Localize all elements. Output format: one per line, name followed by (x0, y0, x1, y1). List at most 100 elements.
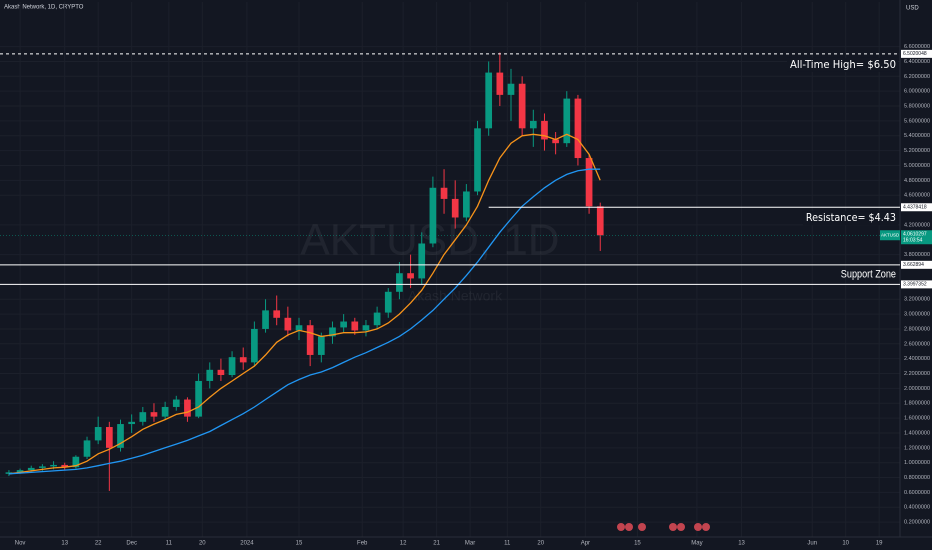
grid (0, 2, 900, 537)
candle-body (529, 120, 537, 129)
y-tick-label: 2.2000000 (904, 371, 930, 377)
y-tick-label: 0.2000000 (904, 520, 930, 526)
x-tick-label: 15 (634, 541, 641, 547)
x-tick-label: 13 (738, 541, 745, 547)
x-tick-label: 11 (504, 541, 511, 547)
price-label: 3.662894 (903, 262, 924, 268)
watermark-sub: Akash Network (408, 288, 503, 304)
candle-body (150, 412, 158, 417)
candle-body (407, 273, 414, 279)
candle-body (340, 321, 347, 328)
price-label-box (901, 49, 932, 58)
candle-body (418, 243, 426, 279)
candle-body (518, 83, 526, 129)
candle-body (83, 440, 91, 457)
moving-average (8, 133, 601, 475)
x-tick-label: Dec (126, 541, 137, 547)
candle-body (541, 120, 548, 140)
candle-body (27, 467, 35, 471)
candle-body (563, 98, 571, 144)
y-tick-label: 1.8000000 (904, 401, 930, 407)
candle-body (507, 83, 515, 95)
candle-body (585, 158, 593, 207)
x-tick-label: 2024 (240, 541, 254, 547)
y-tick-label: 6.2000000 (904, 74, 930, 80)
candle-body (39, 466, 46, 468)
candle-body (16, 470, 24, 473)
y-tick-label: 4.2000000 (904, 222, 930, 228)
y-tick-label: 0.4000000 (904, 505, 930, 511)
candle-body (128, 421, 135, 425)
event-icons (617, 523, 710, 531)
y-tick-label: 4.8000000 (904, 178, 930, 184)
x-tick-label: 13 (61, 541, 68, 547)
candle-body (373, 312, 381, 326)
candle-body (50, 464, 57, 467)
candle-body (206, 369, 214, 381)
y-tick-label: 5.6000000 (904, 118, 930, 124)
y-tick-label: 1.2000000 (904, 445, 930, 451)
y-tick-label: 5.4000000 (904, 133, 930, 139)
candle-body (295, 325, 303, 331)
price-label-box (901, 203, 932, 212)
candle-body (384, 291, 392, 313)
y-tick-label: 2.4000000 (904, 356, 930, 362)
y-tick-label: 4.6000000 (904, 193, 930, 199)
last-price-axis-box (901, 230, 932, 245)
candle-body (317, 336, 325, 355)
x-tick-label: Apr (581, 541, 590, 547)
y-tick-label: 2.6000000 (904, 341, 930, 347)
candle-body (105, 427, 113, 448)
candle-body (351, 321, 359, 331)
x-tick-label: Nov (15, 541, 26, 547)
x-tick-label: 20 (199, 541, 206, 547)
price-label-box (901, 260, 932, 269)
y-tick-label: 3.2000000 (904, 297, 930, 303)
x-tick-label: 10 (842, 541, 849, 547)
price-label: 3.3997352 (903, 282, 927, 288)
x-tick-label: 11 (166, 541, 173, 547)
y-tick-label: 6.4000000 (904, 59, 930, 65)
candle-body (5, 472, 13, 474)
candle-body (552, 139, 559, 144)
y-tick-label: 5.0000000 (904, 163, 930, 169)
candle-body (239, 357, 247, 363)
y-tick-label: 2.8000000 (904, 326, 930, 332)
candle-body (440, 187, 448, 199)
level-bg (787, 57, 898, 72)
x-tick-label: 19 (876, 541, 883, 547)
candle-body (596, 206, 604, 236)
candle-body (284, 317, 292, 331)
x-tick-label: Feb (357, 541, 368, 547)
y-tick-label: 3.8000000 (904, 252, 930, 258)
candle-body (362, 325, 370, 331)
candle-body (139, 412, 147, 422)
y-tick-label: 0.8000000 (904, 475, 930, 481)
candle-body (61, 464, 69, 468)
x-tick-label: 12 (400, 541, 407, 547)
candle-body (463, 191, 470, 218)
price-label-box (901, 280, 932, 289)
candle-body (195, 380, 202, 417)
candle-body (574, 98, 582, 159)
x-tick-label: May (691, 541, 702, 547)
candle-body (172, 399, 180, 407)
y-tick-label: 1.6000000 (904, 416, 930, 422)
candle-body (262, 310, 269, 329)
candle-body (329, 327, 336, 337)
candle-body (228, 357, 236, 376)
candle-body (161, 406, 169, 417)
candle-body (217, 369, 225, 376)
level-label: All-Time High= $6.50 (790, 58, 896, 71)
price-label: 4.4378418 (903, 205, 927, 211)
candle-body (396, 273, 403, 292)
candle-body (496, 72, 504, 95)
symbol-label: AKTUSD (881, 232, 900, 237)
candle-body (474, 128, 481, 192)
currency: USD (906, 6, 919, 12)
x-tick-label: 21 (433, 541, 440, 547)
candle-body (117, 424, 124, 448)
y-tick-label: 6.0000000 (904, 89, 930, 95)
